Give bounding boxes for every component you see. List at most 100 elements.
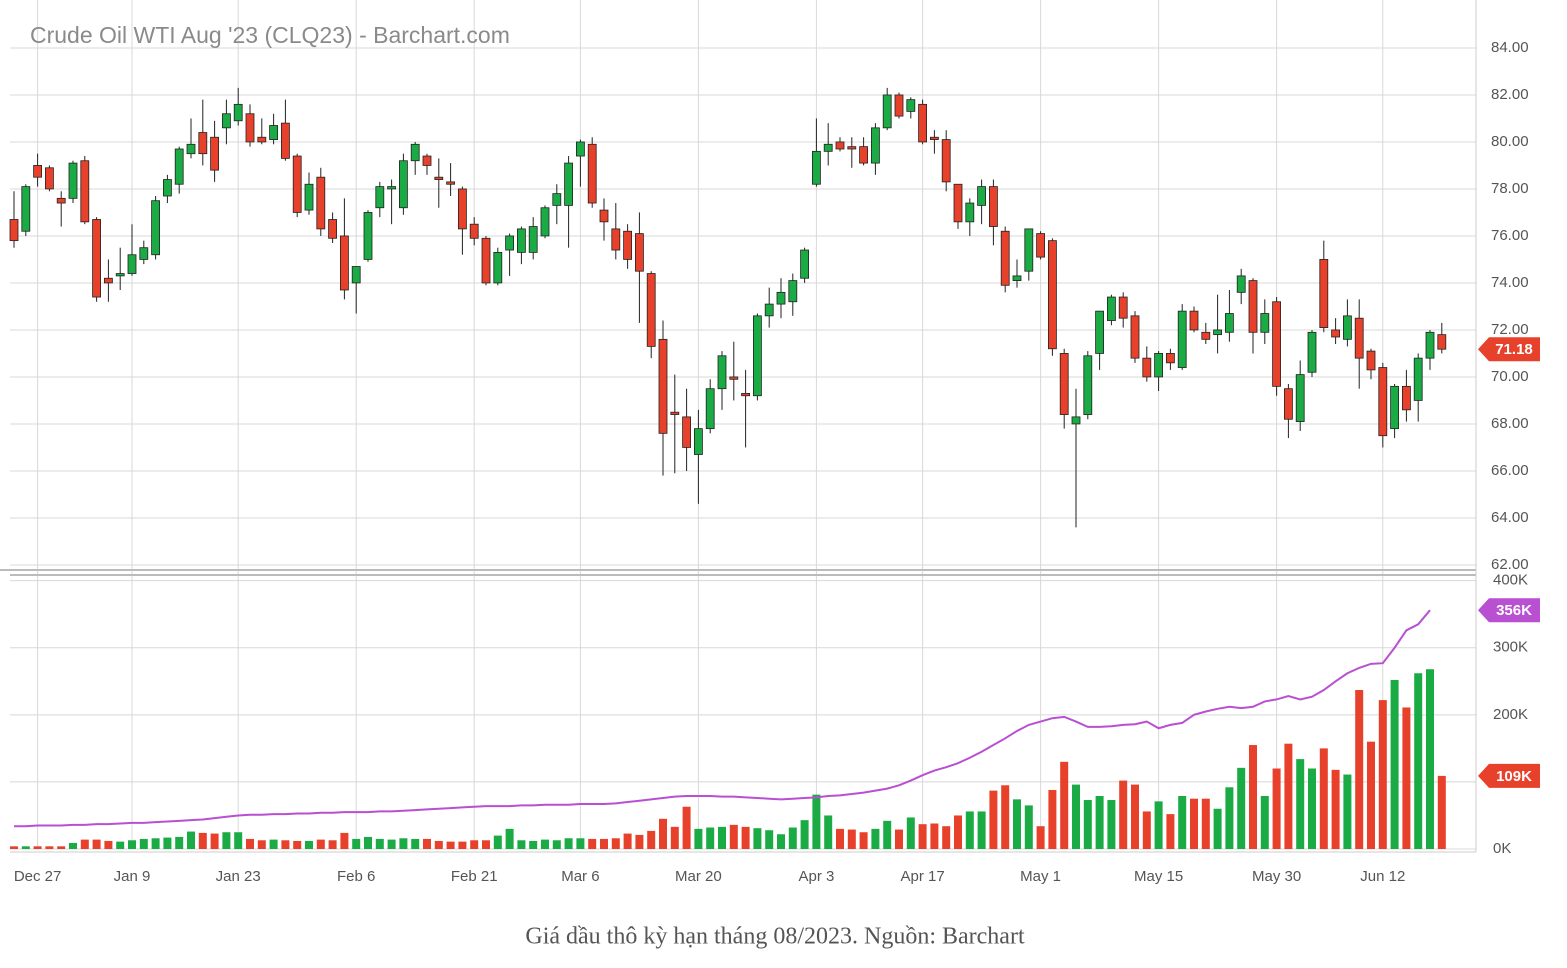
volume-bar (1308, 768, 1316, 849)
y-tick-label: 70.00 (1491, 368, 1529, 385)
x-tick-label: Jan 9 (114, 868, 151, 885)
grid (10, 0, 1476, 850)
volume-bar (328, 840, 337, 849)
candle-body (457, 188, 467, 230)
volume-bar (269, 839, 278, 849)
volume-bar (588, 838, 597, 849)
x-tick-label: Apr 3 (798, 868, 834, 885)
candle-body (812, 150, 821, 185)
candle-body (729, 376, 739, 380)
candle-body (599, 209, 609, 223)
volume-bar (765, 830, 774, 849)
volume-bar (812, 794, 821, 849)
candle-body (776, 291, 786, 305)
candle-body (1378, 367, 1388, 437)
value-marker (1478, 598, 1540, 623)
volume-bar (918, 824, 927, 849)
volume-bar (836, 828, 844, 849)
candle-body (1189, 310, 1199, 331)
candle-body (1213, 329, 1222, 336)
volume-bar (1319, 748, 1328, 849)
candle-body (198, 132, 208, 155)
x-tick-label: Jan 23 (216, 868, 261, 885)
candle-body (162, 179, 172, 197)
volume-bar (1414, 673, 1423, 849)
volume-bar (847, 829, 856, 849)
candle-body (328, 219, 338, 239)
candle-body (363, 212, 373, 260)
volume-bar (977, 811, 986, 849)
volume-bar (92, 839, 101, 849)
candle-body (1142, 357, 1152, 378)
candle-body (505, 235, 515, 251)
volume-bar (293, 840, 302, 849)
candle-body (233, 103, 243, 122)
candle-body (918, 103, 927, 143)
y-tick-label: 76.00 (1491, 227, 1529, 244)
volume-bar (647, 830, 656, 849)
chart-title: Crude Oil WTI Aug '23 (CLQ23) - Barchart… (30, 22, 510, 48)
candle-body (1307, 331, 1317, 373)
candle-body (1284, 388, 1293, 420)
volume-bar (45, 846, 54, 849)
candle-body (1166, 353, 1175, 364)
candle-body (564, 162, 573, 206)
candle-body (316, 176, 326, 230)
candle-body (1130, 315, 1140, 359)
candle-body (741, 392, 750, 397)
candle-body (965, 202, 975, 223)
candle-body (1331, 329, 1340, 338)
candle-body (552, 193, 562, 206)
candle-body (1177, 310, 1187, 368)
x-tick-label: Feb 6 (337, 868, 375, 885)
candle-body (410, 143, 420, 162)
volume-bar (1190, 798, 1198, 849)
candle-body (1272, 301, 1281, 387)
candle-body (540, 207, 550, 237)
x-tick-label: May 1 (1020, 868, 1061, 885)
candle-body (1390, 385, 1399, 430)
candle-body (481, 237, 491, 284)
volume-bar (800, 820, 809, 849)
y-tick-label: 84.00 (1491, 39, 1529, 56)
candle-body (1402, 385, 1411, 411)
candle-body (221, 113, 231, 129)
x-tick-label: May 30 (1252, 868, 1301, 885)
volume-bar (1131, 784, 1139, 849)
volume-bar (1437, 775, 1446, 849)
volume-bar (80, 839, 89, 849)
volume-bar (1249, 745, 1257, 849)
candle-body (269, 125, 279, 140)
candle-body (21, 186, 31, 232)
y-tick-label: 80.00 (1491, 133, 1529, 150)
volume-bar (552, 840, 561, 849)
candle-body (788, 280, 798, 303)
volume-bar (718, 826, 726, 849)
volume-bar (635, 834, 644, 849)
y-tick-label: 62.00 (1491, 556, 1529, 573)
volume-bar (1178, 796, 1187, 849)
volume-bar (694, 828, 703, 849)
volume-bar (281, 840, 290, 849)
volume-bar (104, 840, 113, 849)
candle-body (823, 143, 833, 152)
candle-body (859, 146, 868, 164)
x-tick-label: Feb 21 (451, 868, 498, 885)
volume-bar (1237, 767, 1246, 849)
volume-bar (682, 806, 691, 849)
x-tick-label: Jun 12 (1360, 868, 1405, 885)
open-interest-line (14, 609, 1431, 828)
volume-bar (234, 832, 243, 849)
volume-bar (163, 837, 172, 849)
volume-bar (1119, 780, 1128, 849)
candle-body (9, 219, 19, 242)
candle-body (1225, 313, 1234, 333)
volume-tick-label: 0K (1493, 840, 1511, 857)
volume-tick-label: 400K (1493, 572, 1528, 589)
candle-body (434, 176, 444, 180)
volume-bar (1166, 814, 1175, 849)
volume-bar (753, 828, 762, 849)
volume-bar (1355, 690, 1364, 849)
candle-body (646, 273, 656, 347)
